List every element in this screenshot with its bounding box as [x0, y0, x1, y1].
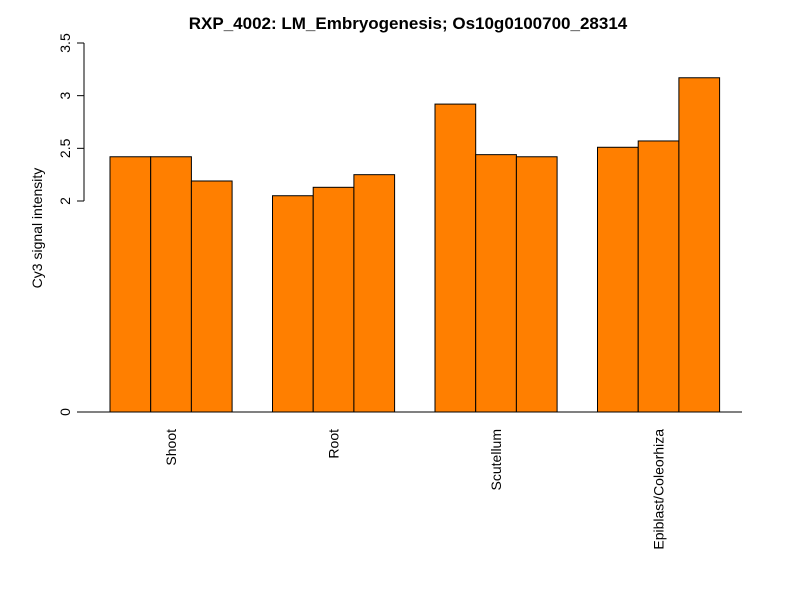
- category-label: Scutellum: [488, 429, 504, 490]
- y-tick-label: 3.5: [57, 33, 73, 53]
- category-labels-group: Shoot Root Scutellum Epiblast/Coleorhiza: [163, 429, 667, 550]
- y-tick-label: 0: [57, 408, 73, 416]
- bar-shoot-1: [109, 156, 152, 413]
- bar-root-2: [312, 186, 355, 413]
- bar-epiblast-coleorhiza-3: [678, 77, 721, 413]
- y-tick-label: 2: [57, 197, 73, 205]
- axes-group: [83, 43, 742, 413]
- bar-scutellum-2: [475, 154, 517, 413]
- y-tick-label: 3: [57, 92, 73, 100]
- category-label: Shoot: [163, 429, 179, 466]
- bar-shoot-3: [190, 180, 233, 413]
- y-tick-label: 2.5: [57, 138, 73, 158]
- category-label: Epiblast/Coleorhiza: [651, 429, 667, 550]
- bar-scutellum-1: [434, 103, 477, 413]
- bars-group: [109, 77, 721, 413]
- bar-shoot-2: [150, 156, 192, 413]
- y-ticks-group: 0 2 2.5 3 3.5: [57, 33, 84, 416]
- bar-epiblast-coleorhiza-1: [597, 146, 639, 413]
- bar-epiblast-coleorhiza-2: [637, 140, 680, 413]
- chart-title: RXP_4002: LM_Embryogenesis; Os10g0100700…: [189, 14, 628, 33]
- y-axis-label: Cy3 signal intensity: [29, 168, 45, 289]
- category-label: Root: [326, 429, 342, 459]
- bar-root-3: [353, 174, 396, 413]
- bar-root-1: [272, 195, 314, 413]
- bar-scutellum-3: [515, 156, 558, 413]
